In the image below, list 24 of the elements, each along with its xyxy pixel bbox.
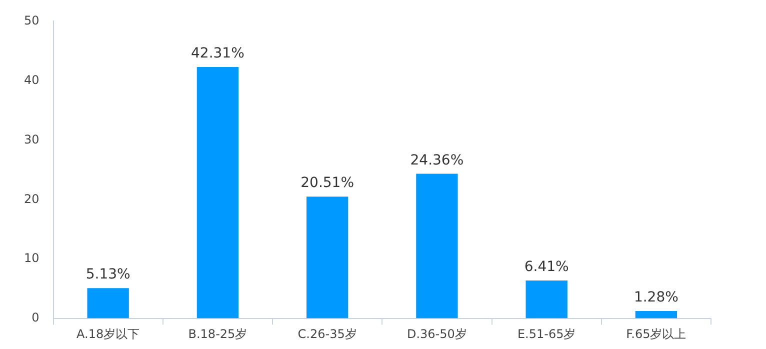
data-label: 24.36% [410, 152, 464, 168]
data-label: 42.31% [191, 46, 244, 62]
bar [306, 196, 348, 318]
y-tick-label: 50 [24, 13, 40, 28]
data-label: 1.28% [634, 290, 678, 306]
bar [196, 66, 239, 318]
y-tick-label: 0 [32, 310, 40, 325]
y-tick-label: 10 [24, 251, 40, 266]
data-label: 5.13% [86, 266, 130, 283]
bar [416, 174, 458, 318]
data-label: 20.51% [300, 175, 354, 192]
x-tick-label: F.65岁以上 [626, 326, 686, 341]
x-tick-label: A.18岁以下 [76, 326, 140, 341]
x-tick-label: E.51-65岁 [517, 326, 576, 341]
x-tick-label: D.36-50岁 [406, 326, 467, 341]
y-tick-label: 30 [24, 132, 40, 146]
bar [87, 288, 129, 318]
y-tick-label: 20 [24, 192, 40, 206]
bar [526, 280, 568, 318]
x-tick-label: B.18-25岁 [188, 326, 248, 341]
data-label: 6.41% [524, 259, 569, 276]
y-tick-label: 40 [24, 72, 40, 87]
x-tick-label: C.26-35岁 [298, 326, 357, 341]
bar [635, 310, 678, 318]
